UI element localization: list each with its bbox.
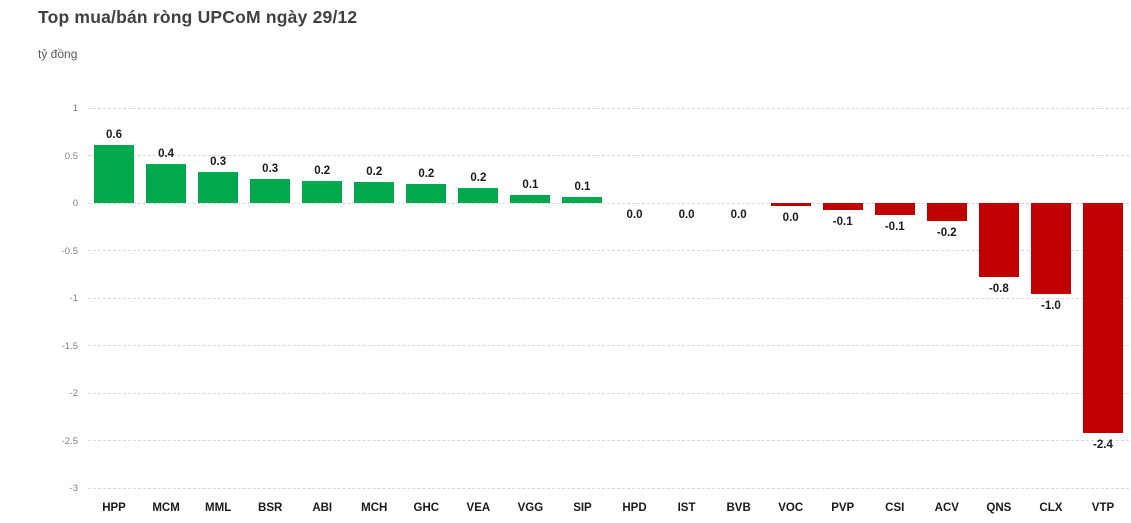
bar-vgg <box>510 195 551 203</box>
bar-mml <box>198 171 239 203</box>
y-tick-label: -1.5 <box>61 340 78 352</box>
bar-mcm <box>146 164 187 203</box>
value-label: -0.8 <box>988 283 1009 296</box>
y-tick-label: -3 <box>69 483 78 494</box>
x-axis-label-acv: ACV <box>934 502 959 514</box>
bar-csi <box>874 203 915 216</box>
gridline <box>88 440 1129 441</box>
x-axis-label-hpp: HPP <box>102 502 126 514</box>
bar-pvp <box>822 203 863 210</box>
x-axis-label-hpd: HPD <box>622 502 647 514</box>
gridline <box>88 250 1129 251</box>
y-tick-label: -1 <box>69 293 78 304</box>
value-label: 0.0 <box>730 209 747 221</box>
bar-vtp <box>1082 203 1123 433</box>
bar-sip <box>562 197 603 203</box>
chart-title: Top mua/bán ròng UPCoM ngày 29/12 <box>38 7 358 27</box>
value-label: 0.3 <box>210 155 227 168</box>
x-axis-label-pvp: PVP <box>831 502 855 514</box>
x-axis-label-vgg: VGG <box>517 502 544 514</box>
x-axis-label-sip: SIP <box>573 502 592 514</box>
value-label: -0.2 <box>936 227 957 240</box>
x-axis-label-vtp: VTP <box>1091 502 1115 514</box>
x-axis-label-vea: VEA <box>466 502 491 514</box>
value-label: 0.2 <box>470 171 487 184</box>
x-axis-label-clx: CLX <box>1039 502 1063 514</box>
value-label: -0.1 <box>832 215 853 228</box>
value-label: 0.0 <box>678 209 695 221</box>
value-label: 0.1 <box>574 181 591 194</box>
x-axis-label-mml: MML <box>205 502 232 514</box>
y-tick-label: -0.5 <box>61 245 78 257</box>
value-label: 0.6 <box>106 129 123 142</box>
gridline <box>88 107 1129 109</box>
x-axis-label-mcm: MCM <box>152 502 180 514</box>
bar-ghc <box>406 184 447 203</box>
x-axis-label-bvb: BVB <box>726 502 751 514</box>
y-tick-label: -2.5 <box>61 435 78 447</box>
x-axis-label-ghc: GHC <box>413 502 440 514</box>
value-label: -2.4 <box>1093 438 1113 451</box>
value-label: 0.2 <box>366 166 383 179</box>
x-axis-label-qns: QNS <box>986 502 1012 514</box>
bar-acv <box>926 203 967 222</box>
bar-mch <box>354 182 395 203</box>
bar-voc <box>770 203 811 206</box>
value-label: -1.0 <box>1041 300 1061 313</box>
x-axis-label-ist: IST <box>677 502 696 514</box>
value-label: 0.2 <box>418 168 435 180</box>
gridline <box>88 487 1129 489</box>
y-tick-label: 0 <box>72 198 78 209</box>
gridline <box>88 297 1129 299</box>
gridline <box>88 392 1129 394</box>
y-tick-label: -2 <box>69 388 78 399</box>
x-axis-label-bsr: BSR <box>258 502 283 514</box>
value-label: 0.1 <box>522 179 539 192</box>
value-label: 0.0 <box>626 209 643 221</box>
value-label: 0.4 <box>158 148 175 161</box>
x-axis-label-voc: VOC <box>778 502 804 514</box>
value-label: -0.1 <box>884 221 905 234</box>
gridline <box>88 345 1129 346</box>
bar-bsr <box>250 179 291 203</box>
x-axis-label-mch: MCH <box>361 502 388 514</box>
x-axis-label-csi: CSI <box>885 502 905 514</box>
bar-clx <box>1030 203 1071 295</box>
bar-qns <box>978 203 1019 278</box>
gridline <box>88 155 1129 156</box>
bar-abi <box>302 181 343 203</box>
value-label: 0.0 <box>782 211 799 224</box>
y-tick-label: 1 <box>72 103 78 114</box>
unit-label: tỷ đồng <box>38 47 78 61</box>
value-label: 0.2 <box>314 165 331 178</box>
gridline <box>88 202 1129 204</box>
x-axis-label-abi: ABI <box>312 502 333 514</box>
y-tick-label: 0.5 <box>64 150 78 162</box>
bar-vea <box>458 187 499 203</box>
value-label: 0.3 <box>262 163 279 176</box>
bar-hpp <box>94 145 135 203</box>
